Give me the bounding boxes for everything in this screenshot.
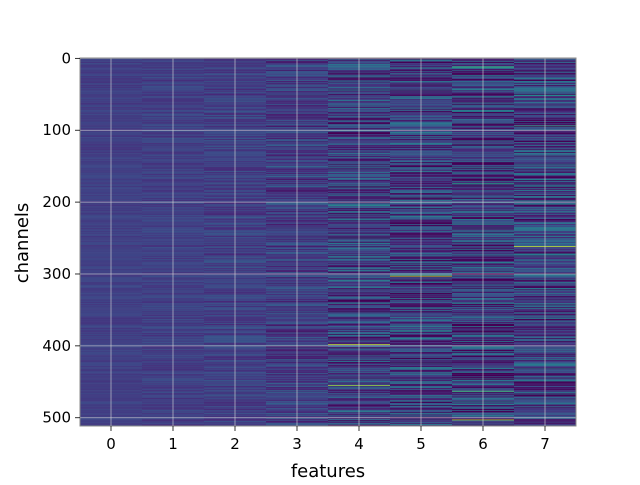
x-tick-label: 6	[478, 435, 488, 453]
x-tick-label: 1	[168, 435, 178, 453]
x-tick-label: 0	[106, 435, 116, 453]
plot-frame	[79, 57, 577, 427]
x-tick-label: 7	[540, 435, 550, 453]
y-tick-label: 0	[61, 49, 71, 67]
y-tick-label: 200	[42, 193, 71, 211]
x-tick-label: 3	[292, 435, 302, 453]
grid-lines	[80, 57, 576, 426]
y-axis-ticks: 0 100 200 300 400 500	[42, 49, 80, 427]
x-axis-label: features	[291, 461, 365, 480]
x-tick-label: 5	[416, 435, 426, 453]
y-tick-label: 300	[42, 265, 71, 283]
y-axis-label: channels	[12, 203, 33, 284]
x-tick-label: 2	[230, 435, 240, 453]
y-tick-label: 400	[42, 337, 71, 355]
y-tick-label: 100	[42, 121, 71, 139]
y-tick-label: 500	[42, 409, 71, 427]
heatmap-cells	[80, 58, 577, 427]
x-axis-ticks: 0 1 2 3 4 5 6 7	[106, 426, 550, 453]
x-tick-label: 4	[354, 435, 364, 453]
